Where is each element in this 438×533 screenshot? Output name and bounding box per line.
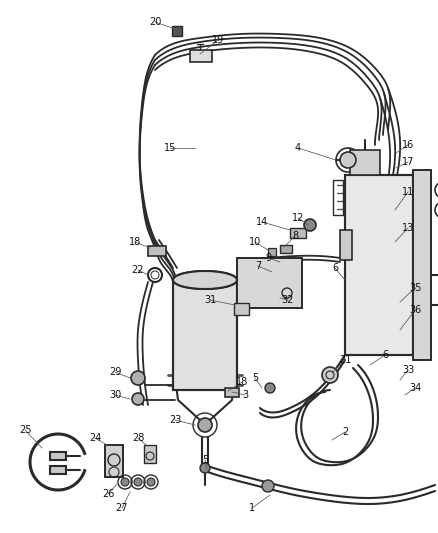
Bar (190, 50, 212, 62)
Circle shape (265, 383, 275, 393)
Text: 18: 18 (236, 377, 248, 387)
Text: 31: 31 (204, 295, 216, 305)
Bar (237, 258, 302, 308)
Text: 4: 4 (295, 143, 301, 153)
Text: 23: 23 (169, 415, 181, 425)
Bar (148, 246, 166, 256)
Bar (280, 245, 292, 253)
Text: 14: 14 (256, 217, 268, 227)
Bar (173, 280, 237, 390)
Text: 6: 6 (332, 263, 338, 273)
Circle shape (131, 371, 145, 385)
Bar (340, 230, 352, 260)
Text: 22: 22 (132, 265, 144, 275)
Text: 5: 5 (202, 455, 208, 465)
Bar (50, 452, 66, 460)
Text: 3: 3 (242, 390, 248, 400)
Text: 11: 11 (402, 187, 414, 197)
Bar (237, 258, 302, 308)
Bar (270, 270, 284, 278)
Bar (172, 26, 182, 36)
Text: 25: 25 (19, 425, 31, 435)
Ellipse shape (173, 271, 237, 289)
Circle shape (340, 152, 356, 168)
Circle shape (200, 463, 210, 473)
Bar (350, 150, 380, 175)
Circle shape (147, 478, 155, 486)
Text: 19: 19 (212, 35, 224, 45)
Text: 5: 5 (252, 373, 258, 383)
Text: 10: 10 (249, 237, 261, 247)
Text: 33: 33 (402, 365, 414, 375)
Text: 32: 32 (282, 295, 294, 305)
Text: 13: 13 (402, 223, 414, 233)
Bar (278, 260, 288, 267)
Circle shape (262, 480, 274, 492)
Text: 21: 21 (339, 355, 351, 365)
Text: 1: 1 (249, 503, 255, 513)
Bar (144, 445, 156, 463)
Bar (50, 466, 66, 474)
Circle shape (304, 219, 316, 231)
Text: 17: 17 (402, 157, 414, 167)
Bar (345, 175, 413, 355)
Text: 9: 9 (265, 253, 271, 263)
Circle shape (121, 478, 129, 486)
Circle shape (198, 418, 212, 432)
Text: 29: 29 (109, 367, 121, 377)
Text: 12: 12 (292, 213, 304, 223)
Bar (333, 180, 343, 215)
Text: 2: 2 (342, 427, 348, 437)
Bar (290, 228, 306, 238)
Bar (105, 445, 123, 477)
Text: 36: 36 (409, 305, 421, 315)
Text: 16: 16 (402, 140, 414, 150)
Bar (413, 170, 431, 360)
Text: 15: 15 (164, 143, 176, 153)
Text: 20: 20 (149, 17, 161, 27)
Text: 24: 24 (89, 433, 101, 443)
Bar (345, 175, 413, 355)
Circle shape (132, 393, 144, 405)
Text: 34: 34 (409, 383, 421, 393)
Text: 26: 26 (102, 489, 114, 499)
Bar (105, 445, 123, 477)
Text: 30: 30 (109, 390, 121, 400)
Text: 35: 35 (409, 283, 421, 293)
Bar (173, 280, 237, 390)
Circle shape (322, 367, 338, 383)
Text: 18: 18 (129, 237, 141, 247)
Bar (268, 248, 276, 256)
Bar (225, 388, 239, 397)
Text: 27: 27 (116, 503, 128, 513)
Text: 28: 28 (132, 433, 144, 443)
Text: 6: 6 (382, 350, 388, 360)
Circle shape (134, 478, 142, 486)
Text: 8: 8 (292, 231, 298, 241)
Bar (413, 170, 431, 360)
Text: 7: 7 (255, 261, 261, 271)
Bar (234, 303, 249, 315)
